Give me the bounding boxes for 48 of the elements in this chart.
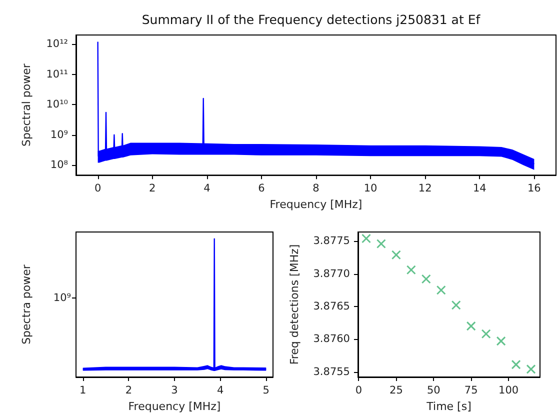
x-tick-label: 10 <box>364 182 378 195</box>
point <box>526 364 536 374</box>
x-axis-title: Frequency [MHz] <box>270 198 362 211</box>
x-axis-title: Time [s] <box>426 400 472 413</box>
y-tick-label: 3.8775 <box>313 235 350 248</box>
point <box>421 274 431 284</box>
point <box>481 329 491 339</box>
y-tick-label: 3.8760 <box>313 333 350 346</box>
y-axis-title: Spectra power <box>20 264 33 344</box>
x-tick-label: 0 <box>94 182 102 195</box>
y-tick-label: 3.8755 <box>313 366 350 378</box>
x-tick-label: 2 <box>149 182 156 195</box>
x-tick-label: 25 <box>390 384 403 396</box>
point <box>511 360 521 370</box>
point <box>496 336 506 346</box>
y-axis-title: Spectral power <box>20 63 33 147</box>
x-tick-label: 6 <box>258 182 266 195</box>
x-tick-label: 5 <box>262 384 270 396</box>
y-tick-label: 10¹¹ <box>46 68 68 80</box>
x-tick-label: 12 <box>418 182 432 195</box>
y-tick-label: 3.8770 <box>313 268 350 280</box>
x-tick-label: 3 <box>171 384 178 396</box>
x-tick-label: 4 <box>204 182 211 195</box>
x-tick-label: 100 <box>498 384 519 396</box>
chart-title: Summary II of the Frequency detections j250831 at Ef <box>142 12 481 27</box>
point <box>361 234 371 244</box>
y-axis-title: Freq detections [MHz] <box>288 244 301 365</box>
y-tick-label: 10¹⁰ <box>46 98 68 111</box>
point <box>391 250 401 260</box>
y-tick-label: 10⁸ <box>50 159 68 172</box>
x-tick-label: 1 <box>80 384 86 396</box>
y-tick-label: 10¹² <box>46 38 68 50</box>
x-axis-title: Frequency [MHz] <box>128 400 221 413</box>
point <box>436 285 446 295</box>
x-tick-label: 4 <box>216 384 224 396</box>
x-tick-label: 75 <box>464 384 478 396</box>
x-tick-label: 50 <box>426 384 440 396</box>
x-tick-label: 2 <box>125 384 132 396</box>
point <box>466 321 476 331</box>
x-tick-label: 14 <box>472 182 487 195</box>
point <box>406 265 416 275</box>
y-tick-label: 3.8765 <box>313 300 350 312</box>
point <box>451 300 461 310</box>
y-tick-label: 10⁹ <box>50 128 68 141</box>
x-tick-label: 0 <box>355 384 362 396</box>
x-tick-label: 8 <box>312 182 320 195</box>
point <box>376 239 386 249</box>
x-tick-label: 16 <box>527 182 542 195</box>
